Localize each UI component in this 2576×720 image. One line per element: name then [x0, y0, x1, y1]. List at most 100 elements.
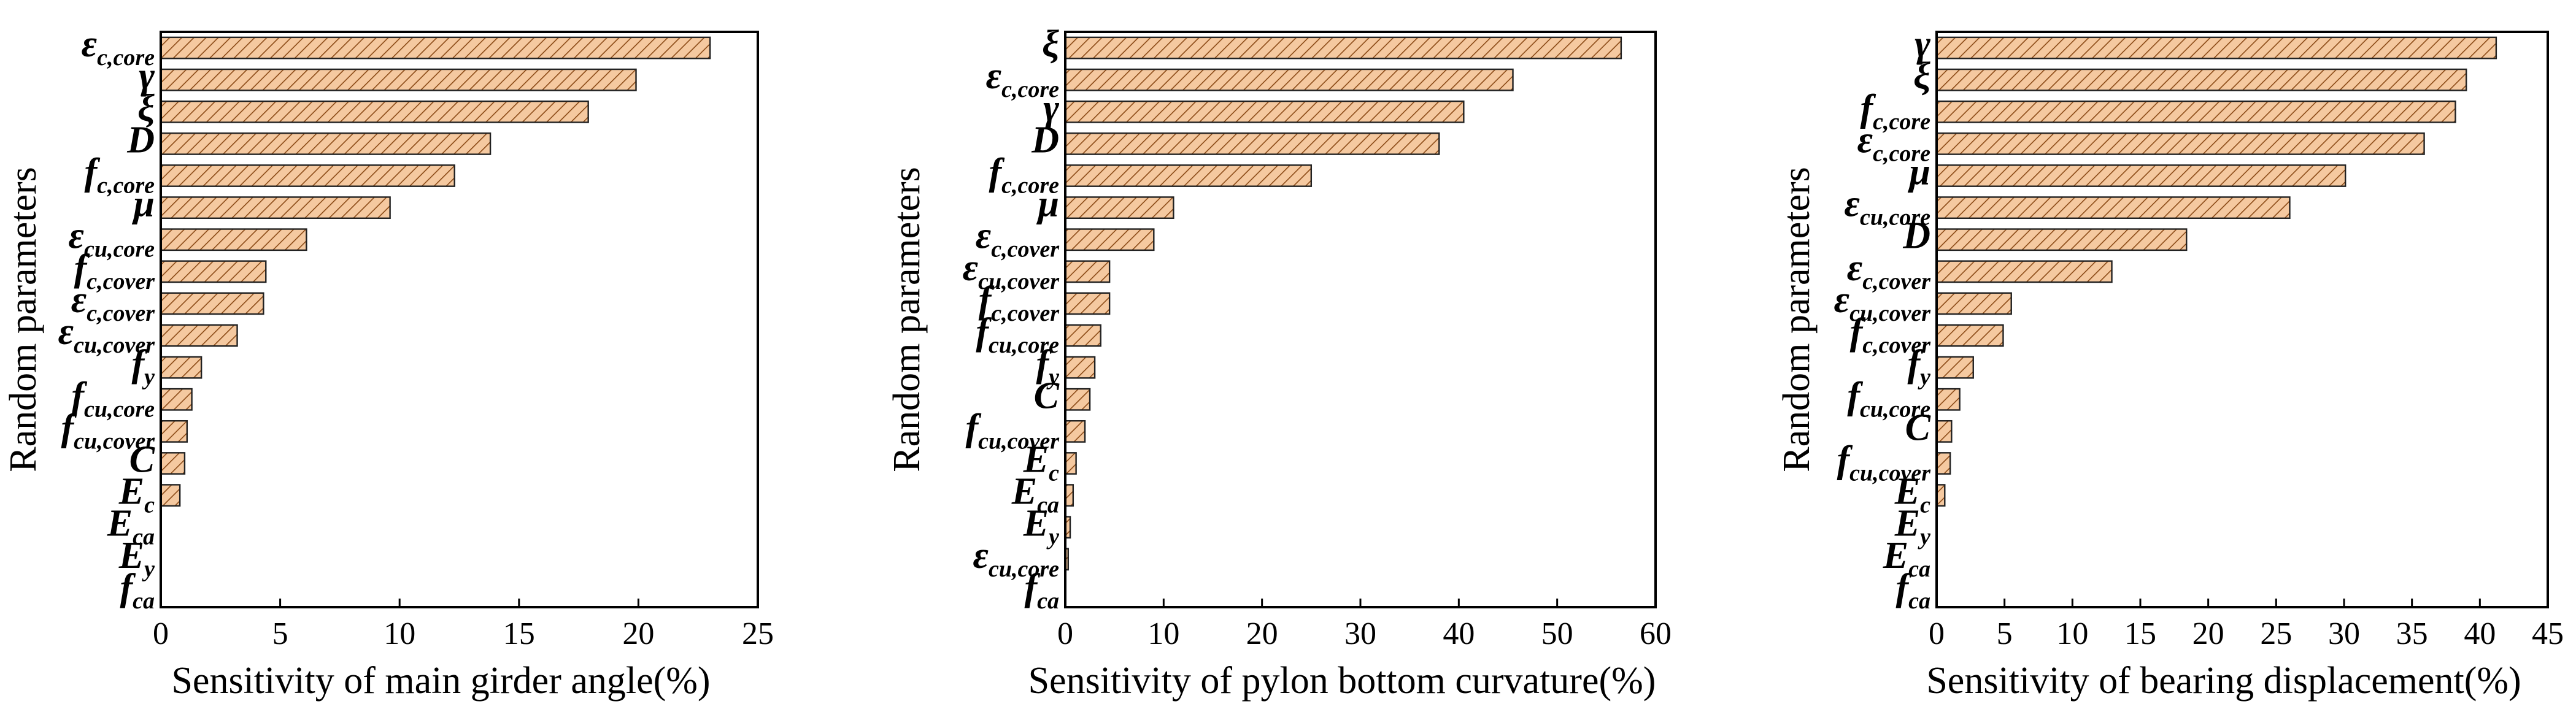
y-tick-label: γ — [139, 55, 155, 97]
plot-frame — [160, 31, 759, 608]
bar — [1935, 164, 2347, 187]
x-axis-title: Sensitivity of pylon bottom curvature(%) — [1028, 660, 1656, 702]
bar — [1064, 196, 1174, 220]
bar — [160, 36, 711, 59]
y-tick-label: C — [129, 439, 155, 481]
y-tick-label: fcu,cover — [61, 407, 155, 454]
y-tick-label: ξ — [1042, 23, 1059, 65]
y-tick-label: D — [1031, 119, 1059, 161]
y-tick-label: fc,core — [989, 151, 1059, 199]
x-tick-label: 5 — [272, 616, 288, 651]
y-tick-label: fcu,cover — [965, 407, 1060, 454]
x-tick-label: 45 — [2532, 616, 2564, 651]
y-tick-label: εcu,cover — [963, 247, 1060, 294]
x-tick-label: 35 — [2396, 616, 2428, 651]
bar — [160, 484, 181, 507]
bar — [1064, 452, 1077, 475]
y-tick-label: Ey — [1894, 503, 1930, 550]
bar — [1935, 419, 1953, 443]
x-tick-label: 25 — [2260, 616, 2292, 651]
x-tick-label: 10 — [384, 616, 415, 651]
chart-svg-1: 0 10 20 30 40 50 60ξεc,coreγDfc,coreμεc,coverε… — [886, 23, 1672, 702]
y-tick-label: Ec — [118, 471, 155, 518]
bar — [1064, 164, 1313, 187]
y-tick-label: C — [1034, 375, 1060, 416]
bar — [160, 324, 238, 347]
chart-svg-2: 0 5 10 15 20 25 30 35 40 45γξfc,coreεc,coreμεcu,c… — [1776, 23, 2564, 702]
y-tick-label: εcu,core — [69, 215, 155, 262]
y-tick-label: εc,cover — [976, 215, 1060, 262]
bar — [1935, 356, 1974, 379]
y-tick-label: εc,core — [1857, 119, 1930, 166]
y-tick-label: εc,cover — [1847, 247, 1931, 294]
bar — [1064, 388, 1091, 411]
y-axis-title: Random parameters — [1776, 167, 1818, 472]
x-tick-label: 0 — [1057, 616, 1073, 651]
bar — [1935, 36, 2497, 59]
y-tick-label: γ — [1915, 23, 1930, 65]
y-tick-label: Ey — [118, 535, 155, 582]
y-tick-label: Ec — [1023, 439, 1059, 486]
bar — [1064, 419, 1086, 443]
y-tick-label: ξ — [1913, 55, 1930, 97]
x-tick-label: 30 — [1344, 616, 1376, 651]
y-tick-label: εcu,cover — [58, 311, 156, 358]
bar — [160, 196, 391, 220]
y-tick-label: Eca — [1883, 535, 1930, 582]
x-tick-label: 60 — [1640, 616, 1672, 651]
y-tick-label: D — [1902, 215, 1930, 257]
bar — [1064, 132, 1440, 155]
y-tick-label: εcu,core — [1845, 183, 1931, 231]
bars-group — [1935, 36, 2497, 507]
y-tick-label: D — [126, 119, 155, 161]
y-tick-label: μ — [1036, 183, 1059, 225]
chart-svg-0: 0 5 10 15 20 25εc,coreγξDfc,coreμεcu,corefc,c… — [2, 23, 774, 702]
x-tick-label: 5 — [1997, 616, 2013, 651]
x-tick-label: 10 — [1147, 616, 1179, 651]
bar — [1064, 36, 1622, 59]
bar — [160, 260, 267, 283]
x-tick-label: 30 — [2328, 616, 2360, 651]
bar — [1935, 132, 2425, 155]
x-tick-label: 20 — [2192, 616, 2224, 651]
y-axis-title: Random parameters — [886, 167, 928, 472]
bar — [1935, 292, 2012, 315]
x-tick-label: 25 — [742, 616, 774, 651]
x-tick-label: 20 — [622, 616, 654, 651]
bar — [160, 100, 589, 123]
x-tick-label: 50 — [1541, 616, 1573, 651]
y-tick-label: εc,core — [82, 23, 155, 71]
bar — [1935, 452, 1951, 475]
y-axis-title: Random parameters — [2, 167, 44, 472]
y-tick-label: μ — [1908, 151, 1930, 193]
x-tick-label: 10 — [2056, 616, 2088, 651]
bar — [1935, 100, 2456, 123]
x-axis-title: Sensitivity of bearing displacement(%) — [1926, 660, 2521, 702]
panel-bearing-displacement: 0 5 10 15 20 25 30 35 40 45 γ ξ fc,core εc,core μ εcu,c… — [1773, 0, 2571, 720]
x-tick-label: 0 — [1929, 616, 1945, 651]
bars-group — [160, 36, 711, 507]
bar — [1064, 228, 1155, 251]
y-tick-label: fc,core — [1860, 87, 1930, 134]
y-tick-label: Eca — [107, 503, 155, 550]
y-tick-label: Eca — [1011, 471, 1059, 518]
bar — [1935, 68, 2467, 91]
bar — [160, 68, 637, 91]
x-axis-title: Sensitivity of main girder angle(%) — [171, 660, 710, 702]
bar — [1935, 324, 2004, 347]
bars-group — [1064, 36, 1622, 571]
y-tick-label: εc,core — [986, 55, 1059, 102]
bar — [1064, 260, 1111, 283]
x-tick-label: 15 — [2124, 616, 2156, 651]
y-tick-label: εcu,core — [973, 535, 1060, 582]
x-tick-label: 40 — [1443, 616, 1475, 651]
y-tick-label: εcu,cover — [1834, 279, 1932, 326]
x-tick-label: 15 — [503, 616, 535, 651]
bar — [1935, 388, 1961, 411]
bar — [1935, 196, 2291, 220]
bar — [160, 164, 455, 187]
bar — [1064, 356, 1096, 379]
y-tick-label: fcu,cover — [1837, 439, 1931, 486]
bar — [1935, 228, 2188, 251]
